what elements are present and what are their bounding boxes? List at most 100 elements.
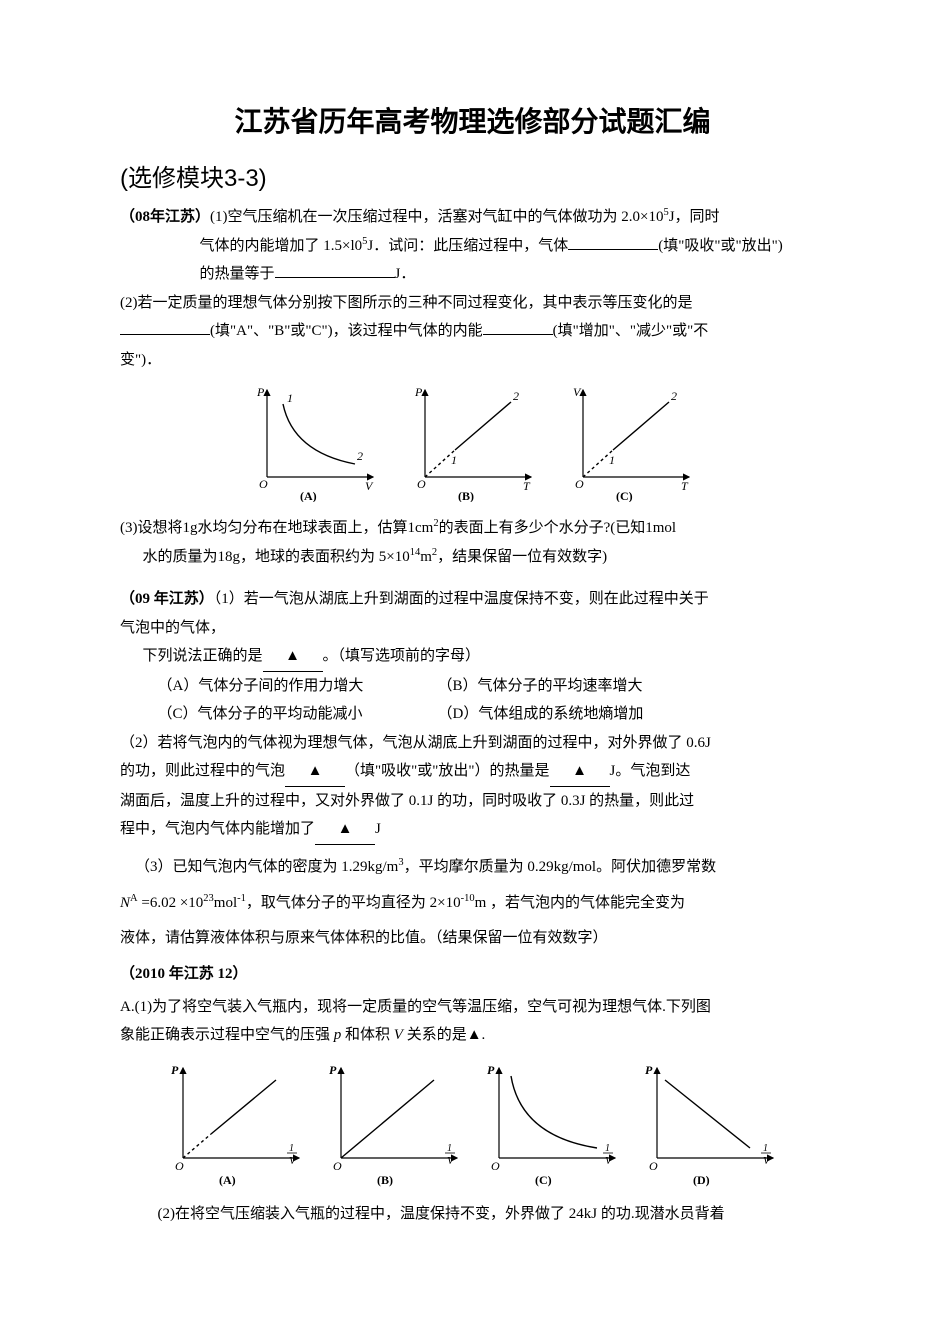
text: J．试问：此压缩过程中，气体 [367, 238, 568, 254]
svg-text:P: P [171, 1063, 179, 1077]
p08-q2-line3: 变")． [120, 346, 825, 375]
svg-text:O: O [575, 477, 584, 491]
blank-which-graph [120, 319, 210, 335]
svg-text:P: P [256, 385, 265, 399]
p2010-label: （2010 年江苏 12） [120, 960, 825, 989]
blank-deltaU: ▲ [315, 815, 375, 845]
text: (2)若一定质量的理想气体分别按下图所示的三种不同过程变化，其中表示等压变化的是 [120, 295, 693, 311]
text: =6.02 ×10 [138, 895, 204, 911]
p09-q3-line1: （3）已知气泡内气体的密度为 1.29kg/m3，平均摩尔质量为 0.29kg/… [120, 853, 825, 882]
p2010-line1: A.(1)为了将空气装入气瓶内，现将一定质量的空气等温压缩，空气可视为理想气体.… [120, 993, 825, 1022]
svg-text:1: 1 [605, 1143, 610, 1154]
text: 。（填写选项前的字母） [323, 648, 481, 664]
svg-text:1: 1 [451, 453, 457, 467]
chart2-c-label: (C) [535, 1173, 552, 1187]
p09-options-row1: （A）气体分子间的作用力增大 （B）气体分子的平均速率增大 [120, 672, 825, 701]
svg-text:V: V [289, 1155, 297, 1167]
text: 湖面后，温度上升的过程中，又对外界做了 0.1J 的功，同时吸收了 0.3J 的… [120, 793, 694, 809]
svg-text:O: O [491, 1159, 500, 1173]
text: A.(1)为了将空气装入气瓶内，现将一定质量的空气等温压缩，空气可视为理想气体.… [120, 999, 711, 1015]
chart2-d: P O 1 V (D) [635, 1058, 785, 1188]
supA: A [130, 893, 138, 904]
blank-energy-change [483, 319, 553, 335]
svg-text:2: 2 [513, 389, 519, 403]
unit: J [375, 821, 381, 837]
text: (3)设想将1g水均匀分布在地球表面上，估算1cm [120, 520, 433, 536]
chart2-b-label: (B) [377, 1173, 393, 1187]
svg-text:P: P [329, 1063, 337, 1077]
chart-b: P T O 1 2 (B) [403, 382, 543, 502]
text: 的表面上有多少个水分子?(已知1mol [439, 520, 677, 536]
chart2-b: P O 1 V (B) [319, 1058, 469, 1188]
p08-q3-line1: (3)设想将1g水均匀分布在地球表面上，估算1cm2的表面上有多少个水分子?(已… [120, 514, 825, 543]
text: N [120, 895, 130, 911]
text: （1）若一气泡从湖底上升到湖面的过程中温度保持不变，则在此过程中关于 [214, 591, 709, 607]
blank-heat-2: ▲ [550, 757, 610, 787]
p09-line3: 下列说法正确的是▲。（填写选项前的字母） [120, 642, 825, 672]
blank-absorb-release-2: ▲ [285, 757, 345, 787]
svg-text:V: V [573, 385, 582, 399]
page-title: 江苏省历年高考物理选修部分试题汇编 [120, 100, 825, 140]
svg-text:O: O [649, 1159, 658, 1173]
svg-text:T: T [523, 479, 531, 493]
exp: -10 [461, 893, 475, 904]
svg-text:P: P [414, 385, 423, 399]
document-page: 江苏省历年高考物理选修部分试题汇编 (选修模块3-3) （08年江苏）(1)空气… [0, 0, 945, 1337]
text: 的热量等于 [200, 266, 275, 282]
p09-q3-line2: NA =6.02 ×1023mol-1，取气体分子的平均直径为 2×10-10m… [120, 889, 825, 918]
svg-text:1: 1 [287, 391, 293, 405]
unit: J． [395, 266, 416, 282]
text: m ，若气泡内的气体能完全变为 [475, 895, 685, 911]
exp: 23 [203, 893, 214, 904]
svg-text:V: V [447, 1155, 455, 1167]
text: mol [214, 895, 237, 911]
text: 气泡中的气体， [120, 620, 225, 636]
svg-text:2: 2 [671, 389, 677, 403]
chart-c: V T O 1 2 (C) [561, 382, 701, 502]
p09-line1: （09 年江苏）（1）若一气泡从湖底上升到湖面的过程中温度保持不变，则在此过程中… [120, 585, 825, 614]
svg-text:O: O [333, 1159, 342, 1173]
svg-text:P: P [645, 1063, 653, 1077]
p08-line3: 的热量等于 J． [120, 260, 825, 289]
p09-options-row2: （C）气体分子的平均动能减小 （D）气体组成的系统地熵增加 [120, 700, 825, 729]
p09-label: （09 年江苏） [120, 591, 214, 607]
exp: 14 [410, 547, 421, 558]
hint: (填"A"、"B"或"C")，该过程中气体的内能 [210, 323, 483, 339]
chart2-c: P O 1 V (C) [477, 1058, 627, 1188]
p2010-line2: 象能正确表示过程中空气的压强 p 和体积 V 关系的是▲. [120, 1021, 825, 1050]
text: 程中，气泡内气体内能增加了 [120, 821, 315, 837]
blank-absorb-release [568, 234, 658, 250]
svg-text:1: 1 [763, 1143, 768, 1154]
blank-heat-value [275, 262, 395, 278]
section-2010: （2010 年江苏 12） A.(1)为了将空气装入气瓶内，现将一定质量的空气等… [120, 960, 825, 1228]
page-subtitle: (选修模块3-3) [120, 158, 825, 193]
text: 变")． [120, 352, 161, 368]
text: 象能正确表示过程中空气的压强 [120, 1027, 334, 1043]
exp: -1 [237, 893, 246, 904]
text: 水的质量为18g，地球的表面积约为 5×10 [143, 549, 410, 565]
chart-a-label: (A) [300, 489, 317, 502]
p08-label: （08年江苏） [120, 209, 210, 225]
blank-answer: ▲ [263, 642, 323, 672]
section-09: （09 年江苏）（1）若一气泡从湖底上升到湖面的过程中温度保持不变，则在此过程中… [120, 585, 825, 952]
p09-line2: 气泡中的气体， [120, 614, 825, 643]
text: (2)在将空气压缩装入气瓶的过程中，温度保持不变，外界做了 24kJ 的功.现潜… [158, 1206, 725, 1222]
p08-q2-line1: (2)若一定质量的理想气体分别按下图所示的三种不同过程变化，其中表示等压变化的是 [120, 289, 825, 318]
p09-q2-line1: （2）若将气泡内的气体视为理想气体，气泡从湖底上升到湖面的过程中，对外界做了 0… [120, 729, 825, 758]
p09-q2-line4: 程中，气泡内气体内能增加了▲J [120, 815, 825, 845]
chart2-d-label: (D) [693, 1173, 710, 1187]
p08-q3-line2: 水的质量为18g，地球的表面积约为 5×1014m2，结果保留一位有效数字) [120, 543, 825, 572]
p09-q2-line2: 的功，则此过程中的气泡▲（填"吸收"或"放出"）的热量是▲J。气泡到达 [120, 757, 825, 787]
text: m [420, 549, 432, 565]
text: 气体的内能增加了 1.5×l0 [200, 238, 363, 254]
p08-line2: 气体的内能增加了 1.5×l05J．试问：此压缩过程中，气体(填"吸收"或"放出… [120, 232, 825, 261]
svg-text:P: P [487, 1063, 495, 1077]
chart2-a: P O 1 V (A) [161, 1058, 311, 1188]
text: （2）若将气泡内的气体视为理想气体，气泡从湖底上升到湖面的过程中，对外界做了 0… [120, 735, 711, 751]
text: ，平均摩尔质量为 0.29kg/mol。阿伏加德罗常数 [404, 859, 717, 875]
text: 的功，则此过程中的气泡 [120, 763, 285, 779]
option-d: （D）气体组成的系统地熵增加 [438, 700, 644, 729]
svg-text:O: O [175, 1159, 184, 1173]
svg-text:O: O [259, 477, 268, 491]
p08-line1: （08年江苏）(1)空气压缩机在一次压缩过程中，活塞对气缸中的气体做功为 2.0… [120, 203, 825, 232]
